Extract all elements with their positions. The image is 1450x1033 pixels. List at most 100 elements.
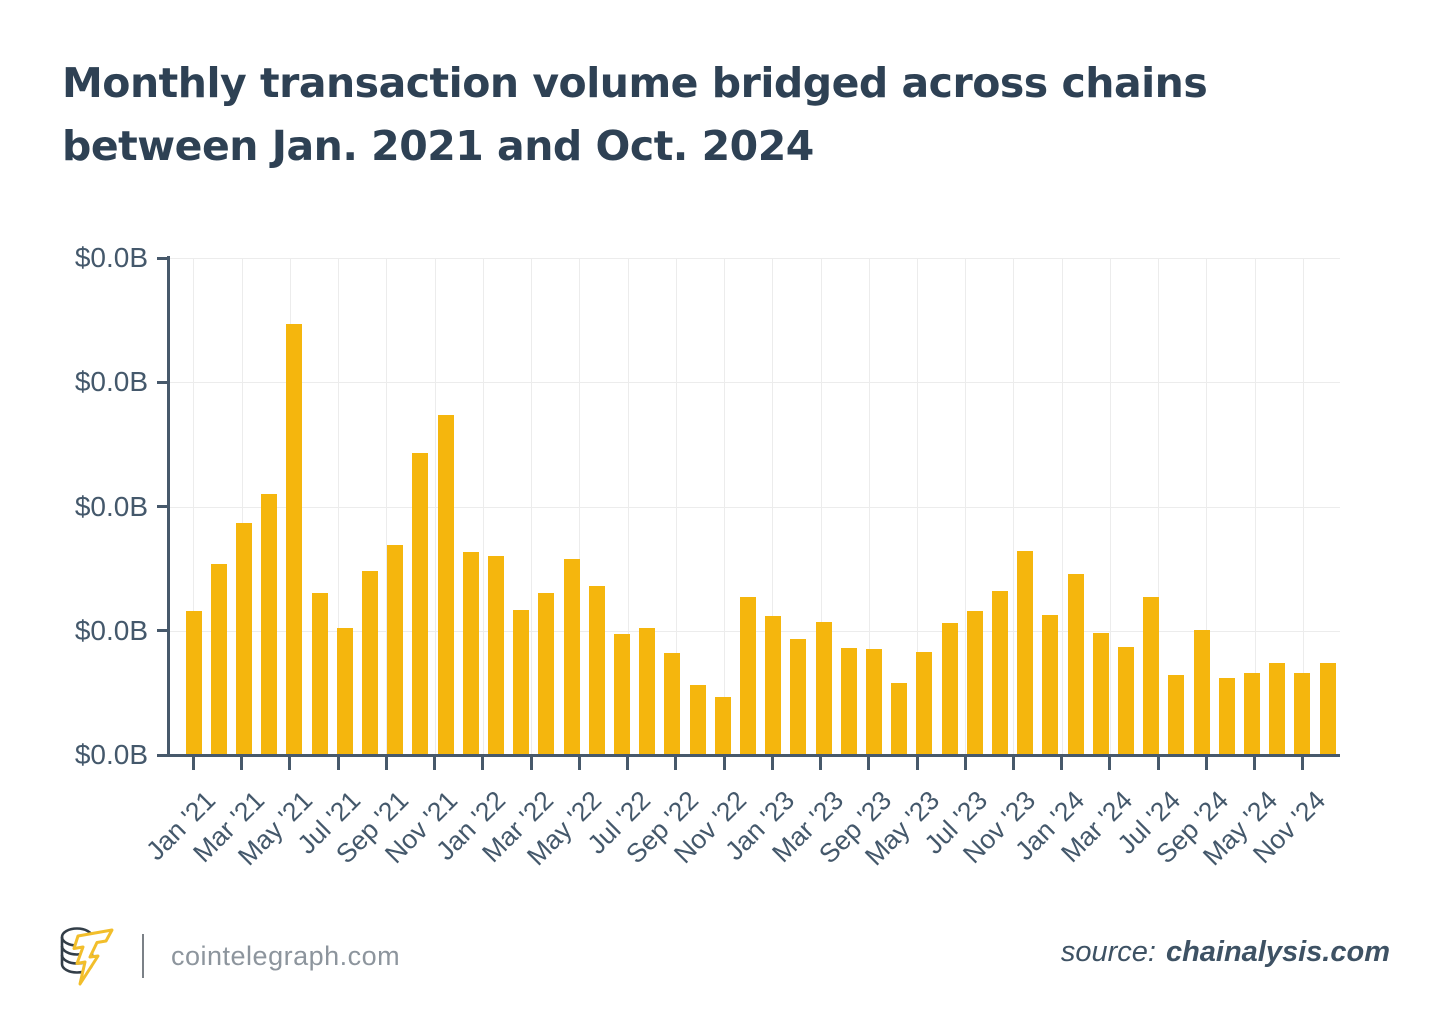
x-tick-mark bbox=[1011, 757, 1015, 770]
bar bbox=[311, 593, 328, 755]
bar bbox=[639, 628, 656, 755]
x-tick-mark bbox=[819, 757, 823, 770]
gridline-vertical bbox=[724, 258, 726, 755]
gridline-vertical bbox=[1061, 258, 1063, 755]
footer: cointelegraph.com bbox=[56, 924, 400, 988]
gridline-vertical bbox=[386, 258, 388, 755]
bar bbox=[412, 453, 429, 755]
x-tick-mark bbox=[626, 757, 630, 770]
y-tick-mark bbox=[157, 256, 170, 260]
bar bbox=[1269, 663, 1286, 755]
brand-text: cointelegraph.com bbox=[171, 940, 401, 971]
y-tick-mark bbox=[157, 629, 170, 633]
chart-title: Monthly transaction volume bridged acros… bbox=[62, 52, 1208, 178]
bar bbox=[1294, 673, 1311, 755]
bar bbox=[588, 586, 605, 755]
gridline-vertical bbox=[1302, 258, 1304, 755]
source-attribution: source: chainalysis.com bbox=[1061, 936, 1390, 969]
bar bbox=[563, 558, 580, 755]
x-tick-mark bbox=[867, 757, 871, 770]
bar bbox=[765, 615, 782, 755]
bar bbox=[1017, 551, 1034, 755]
x-tick-mark bbox=[191, 757, 195, 770]
bar bbox=[790, 639, 807, 755]
bar bbox=[361, 571, 378, 755]
x-tick-mark bbox=[1301, 757, 1305, 770]
y-tick-label: $0.0B bbox=[74, 242, 148, 273]
y-axis-labels: $0.0B $0.0B $0.0B $0.0B $0.0B bbox=[0, 242, 148, 770]
bar-chart: $0.0B $0.0B $0.0B $0.0B $0.0B Jan '21 Mar '21… bbox=[0, 242, 1340, 895]
bar bbox=[1042, 614, 1059, 755]
gridline-vertical bbox=[193, 258, 195, 755]
chart-title-line1: Monthly transaction volume bridged acros… bbox=[62, 59, 1208, 107]
gridline-vertical bbox=[338, 258, 340, 755]
x-tick-mark bbox=[1204, 757, 1208, 770]
bar bbox=[1218, 677, 1235, 755]
source-value: chainalysis.com bbox=[1165, 936, 1390, 968]
bar bbox=[235, 522, 252, 755]
y-axis-line bbox=[167, 256, 170, 757]
x-tick-mark bbox=[770, 757, 774, 770]
bar bbox=[1168, 675, 1185, 755]
bar bbox=[185, 610, 202, 755]
bar bbox=[739, 597, 756, 755]
x-tick-mark bbox=[1108, 757, 1112, 770]
gridline-horizontal bbox=[170, 258, 1340, 259]
gridline-vertical bbox=[1109, 258, 1111, 755]
gridline-vertical bbox=[772, 258, 774, 755]
x-tick-mark bbox=[1253, 757, 1257, 770]
bar bbox=[664, 653, 681, 755]
gridline-vertical bbox=[482, 258, 484, 755]
bar bbox=[1319, 663, 1336, 755]
gridline-vertical bbox=[868, 258, 870, 755]
x-tick-mark bbox=[336, 757, 340, 770]
bar bbox=[1243, 673, 1260, 755]
x-tick-mark bbox=[481, 757, 485, 770]
chart-title-line2: between Jan. 2021 and Oct. 2024 bbox=[62, 122, 814, 170]
plot-area bbox=[170, 258, 1340, 755]
bar bbox=[1092, 633, 1109, 755]
gridline-vertical bbox=[241, 258, 243, 755]
source-label: source: bbox=[1060, 936, 1156, 968]
x-tick-mark bbox=[529, 757, 533, 770]
bar bbox=[437, 414, 454, 755]
bar bbox=[261, 494, 278, 755]
bar bbox=[1143, 597, 1160, 755]
bar bbox=[689, 685, 706, 755]
bar bbox=[714, 696, 731, 755]
x-tick-mark bbox=[1156, 757, 1160, 770]
x-tick-mark bbox=[963, 757, 967, 770]
bar bbox=[966, 610, 983, 755]
gridline-vertical bbox=[965, 258, 967, 755]
gridline-vertical bbox=[917, 258, 918, 755]
bar bbox=[916, 651, 933, 755]
gridline-vertical bbox=[1254, 258, 1256, 755]
footer-divider bbox=[142, 934, 144, 978]
y-tick-mark bbox=[157, 380, 170, 384]
bar bbox=[336, 628, 353, 755]
bar bbox=[538, 593, 555, 755]
x-axis-labels: Jan '21 Mar '21 May '21 Jul '21 Sep '21 Nov '… bbox=[141, 755, 1340, 895]
x-tick-mark bbox=[577, 757, 581, 770]
bar bbox=[1067, 573, 1084, 755]
bar bbox=[1193, 629, 1210, 755]
gridline-vertical bbox=[820, 258, 822, 755]
gridline-vertical bbox=[1013, 258, 1015, 755]
bar bbox=[513, 609, 530, 755]
bar bbox=[613, 634, 630, 755]
gridline-horizontal bbox=[170, 382, 1340, 384]
x-tick-mark bbox=[384, 757, 388, 770]
gridline-vertical bbox=[675, 258, 677, 755]
y-tick-label: $0.0B bbox=[74, 739, 148, 770]
x-axis-line bbox=[157, 754, 1340, 757]
gridline-vertical bbox=[579, 258, 581, 755]
gridline-vertical bbox=[1158, 258, 1160, 755]
bar bbox=[487, 556, 504, 755]
y-tick-mark bbox=[157, 505, 170, 508]
bar bbox=[1117, 646, 1134, 755]
bar bbox=[840, 648, 857, 755]
y-tick-label: $0.0B bbox=[74, 490, 148, 522]
gridline-vertical bbox=[627, 258, 629, 755]
gridline-vertical bbox=[434, 258, 436, 755]
lightning-bolt-icon bbox=[72, 928, 114, 986]
